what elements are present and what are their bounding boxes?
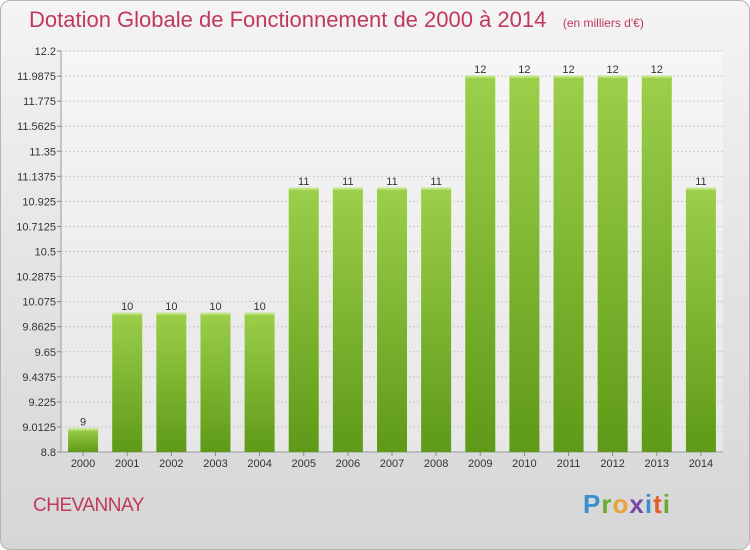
x-tick-label: 2014	[689, 458, 713, 470]
x-tick-label: 2004	[247, 458, 271, 470]
bar-value-label: 10	[121, 301, 133, 313]
bar-value-label: 12	[651, 64, 663, 76]
bar-value-label: 12	[607, 64, 619, 76]
bar-value-label: 10	[165, 301, 177, 313]
y-tick-label: 11.1375	[17, 171, 56, 183]
x-tick-label: 2000	[71, 458, 95, 470]
bar-highlight	[332, 187, 363, 190]
x-tick-label: 2008	[424, 458, 448, 470]
x-tick-label: 2012	[600, 458, 624, 470]
bar-value-label: 11	[342, 176, 353, 188]
x-tick-label: 2006	[336, 458, 360, 470]
bar-highlight	[112, 312, 143, 315]
x-tick-label: 2003	[203, 458, 227, 470]
bar-highlight	[377, 187, 407, 190]
y-tick-label: 9.0125	[22, 422, 56, 434]
y-tick-label: 9.225	[28, 397, 56, 409]
y-tick-label: 10.7125	[16, 221, 56, 233]
bar	[553, 75, 584, 453]
bar-value-label: 10	[253, 301, 265, 313]
x-tick-label: 2013	[645, 458, 669, 470]
bar-highlight	[509, 75, 540, 78]
y-tick-label: 11.775	[23, 96, 56, 108]
chart-title: Dotation Globale de Fonctionnement de 20…	[29, 7, 644, 33]
bar	[244, 312, 275, 452]
y-tick-label: 10.075	[22, 297, 56, 309]
y-tick-label: 8.8	[41, 447, 56, 459]
bar-highlight	[553, 75, 584, 78]
y-tick-label: 9.65	[35, 347, 56, 359]
bar-value-label: 10	[209, 301, 221, 313]
bar	[421, 187, 452, 452]
x-tick-label: 2011	[557, 458, 581, 470]
y-tick-label: 10.925	[22, 196, 56, 208]
x-tick-label: 2007	[380, 458, 404, 470]
bar	[377, 187, 407, 452]
bar	[156, 312, 187, 452]
bar-highlight	[641, 75, 672, 78]
bar-value-label: 11	[695, 176, 706, 188]
bar-highlight	[200, 312, 231, 315]
y-tick-label: 9.4375	[22, 372, 56, 384]
bar-highlight	[421, 187, 452, 190]
bar-value-label: 12	[518, 64, 530, 76]
y-tick-label: 10.5	[35, 247, 56, 259]
y-tick-label: 10.2875	[16, 272, 56, 284]
x-tick-label: 2010	[512, 458, 536, 470]
chart-title-text: Dotation Globale de Fonctionnement de 20…	[29, 7, 547, 32]
bar-value-label: 11	[430, 176, 441, 188]
bar	[332, 187, 363, 452]
bar-value-label: 12	[562, 64, 574, 76]
bar	[509, 75, 540, 453]
bar-value-label: 11	[298, 176, 309, 188]
bar	[465, 75, 496, 453]
bar-highlight	[68, 428, 99, 431]
x-tick-label: 2009	[468, 458, 492, 470]
bar-highlight	[288, 187, 319, 190]
y-tick-label: 11.5625	[17, 121, 56, 133]
bar	[288, 187, 319, 452]
bar-value-label: 9	[80, 416, 86, 428]
bar	[641, 75, 672, 453]
bar-highlight	[156, 312, 187, 315]
bar	[597, 75, 628, 453]
chart-subtitle: (en milliers d'€)	[562, 16, 644, 30]
y-tick-label: 11.9875	[17, 71, 56, 83]
bar-value-label: 12	[474, 64, 486, 76]
proxiti-logo[interactable]: Proxiti	[583, 489, 671, 519]
bar-highlight	[685, 187, 716, 190]
bar	[685, 187, 716, 452]
bar-value-label: 11	[386, 176, 397, 188]
y-tick-label: 9.8625	[22, 322, 56, 334]
x-tick-label: 2001	[115, 458, 139, 470]
bar-highlight	[597, 75, 628, 78]
bar	[68, 428, 99, 452]
bar	[112, 312, 143, 452]
bar	[200, 312, 231, 452]
x-tick-label: 2005	[291, 458, 315, 470]
place-name: CHEVANNAY	[33, 495, 144, 516]
bar-highlight	[465, 75, 496, 78]
bar-highlight	[244, 312, 275, 315]
x-tick-label: 2002	[159, 458, 183, 470]
y-tick-label: 11.35	[29, 146, 56, 158]
y-tick-label: 12.2	[35, 46, 56, 58]
